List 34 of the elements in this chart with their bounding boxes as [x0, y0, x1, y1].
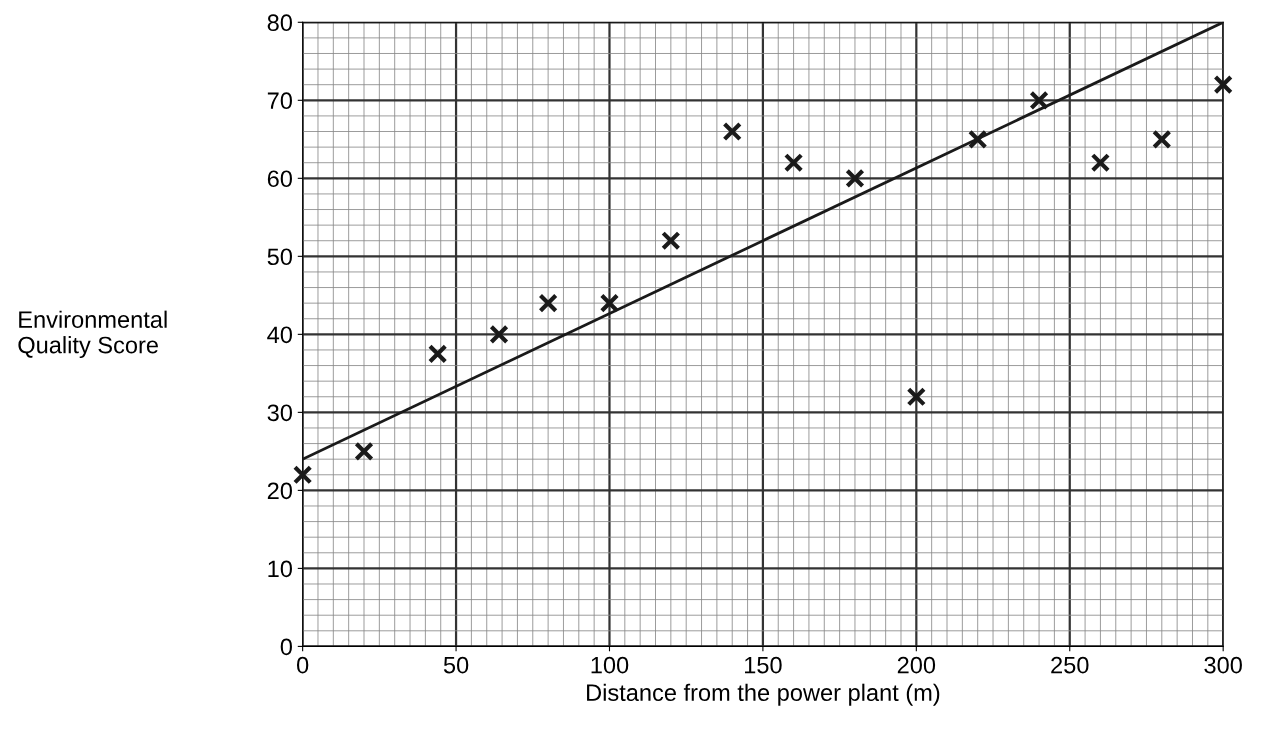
- point: [427, 344, 448, 364]
- y-tick-label: 80: [267, 14, 292, 32]
- point: [489, 324, 509, 345]
- x-tick-label: 200: [897, 656, 936, 674]
- x-tick-label: 50: [443, 656, 469, 674]
- y-axis-title: Environmental Quality Score: [18, 310, 167, 359]
- x-tick-label: 0: [297, 656, 309, 674]
- y-tick-label: 60: [267, 170, 292, 188]
- point: [722, 121, 742, 142]
- point: [845, 168, 865, 189]
- y-tick-label: 50: [267, 248, 292, 266]
- point: [661, 231, 681, 251]
- point: [354, 441, 374, 462]
- point: [599, 293, 620, 313]
- point: [1029, 90, 1049, 110]
- point: [1152, 129, 1172, 150]
- y-tick-label: 10: [268, 560, 292, 578]
- y-tick-label: 30: [267, 404, 292, 422]
- x-tick-label: 300: [1204, 656, 1242, 674]
- point: [783, 153, 804, 173]
- x-tick-label: 250: [1051, 656, 1089, 674]
- y-tick-label: 70: [267, 92, 292, 110]
- point: [1213, 75, 1233, 95]
- point: [292, 465, 313, 485]
- y-tick-label: 20: [267, 482, 292, 500]
- x-tick-label: 150: [745, 656, 782, 674]
- point: [538, 293, 558, 313]
- x-tick-label: 100: [591, 656, 629, 674]
- y-tick-label: 0: [280, 638, 292, 656]
- point: [968, 129, 988, 150]
- x-axis-title: Distance from the power plant (m): [587, 683, 940, 706]
- point: [1090, 153, 1111, 173]
- point: [906, 387, 927, 407]
- y-tick-label: 40: [267, 326, 292, 344]
